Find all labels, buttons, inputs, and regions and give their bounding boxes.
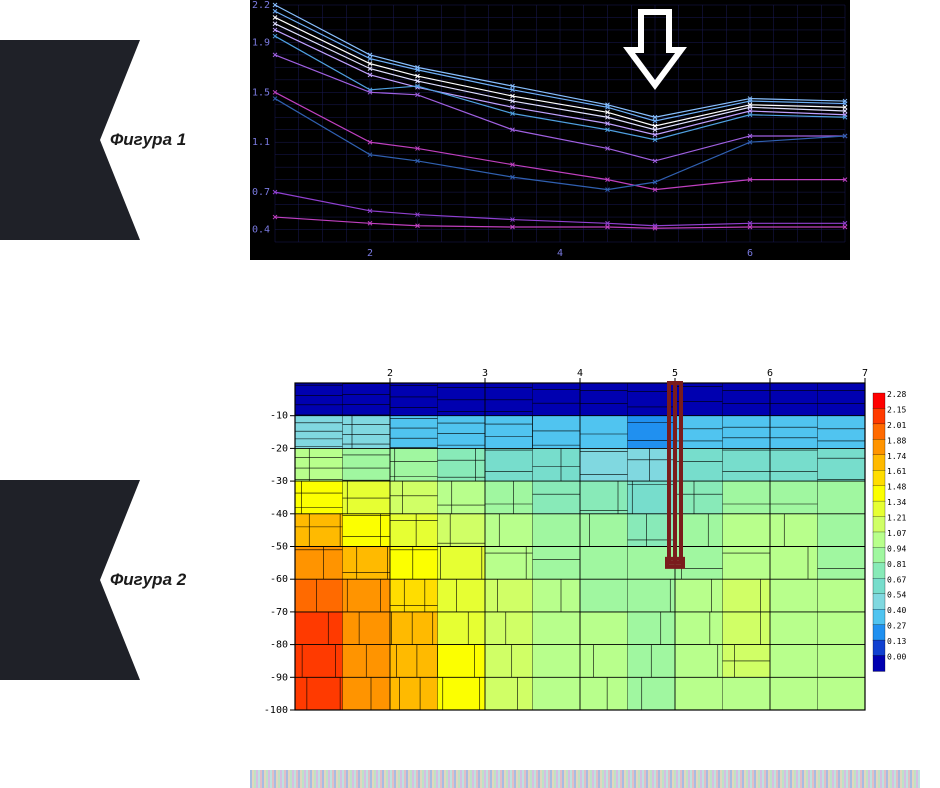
svg-text:1.88: 1.88 [887,436,906,445]
svg-text:1.48: 1.48 [887,483,906,492]
svg-text:-80: -80 [270,640,288,651]
svg-text:0.67: 0.67 [887,575,906,584]
svg-text:1.74: 1.74 [887,452,906,461]
svg-text:-100: -100 [264,705,288,715]
svg-text:0.54: 0.54 [887,591,906,600]
svg-text:-30: -30 [270,476,288,487]
svg-text:-10: -10 [270,411,288,422]
svg-text:-70: -70 [270,607,288,618]
svg-text:0.81: 0.81 [887,560,906,569]
svg-text:0.94: 0.94 [887,544,906,553]
svg-text:1.61: 1.61 [887,467,906,476]
contour-heatmap: 2 3 4 5 6 7 -10 -20 -30 -40 -50 -60 -70 -80 -90 -100 2.2… [250,365,920,715]
svg-text:-60: -60 [270,574,288,585]
figure-1-label: Фигура 1 [110,130,186,150]
svg-text:1.1: 1.1 [252,137,270,148]
svg-text:0.40: 0.40 [887,606,906,615]
svg-text:1.07: 1.07 [887,529,906,538]
figure-2-label: Фигура 2 [110,570,186,590]
svg-text:2.2: 2.2 [252,0,270,11]
chevron-marker-2 [0,480,100,680]
svg-text:0.7: 0.7 [252,187,270,198]
svg-text:5: 5 [672,368,678,379]
svg-text:0.13: 0.13 [887,637,906,646]
svg-text:-90: -90 [270,672,288,683]
svg-text:1.21: 1.21 [887,514,906,523]
svg-text:4: 4 [577,368,583,379]
contour-heatmap-svg: 2 3 4 5 6 7 -10 -20 -30 -40 -50 -60 -70 -80 -90 -100 2.2… [250,365,920,715]
chevron-marker-1 [0,40,100,240]
svg-text:-20: -20 [270,443,288,454]
svg-text:2.28: 2.28 [887,390,906,399]
svg-text:-40: -40 [270,509,288,520]
svg-text:4: 4 [557,248,563,259]
svg-text:2: 2 [367,248,373,259]
svg-text:2.15: 2.15 [887,405,906,414]
svg-text:1.5: 1.5 [252,87,270,98]
svg-text:2.01: 2.01 [887,421,906,430]
svg-text:3: 3 [482,368,488,379]
svg-text:0.4: 0.4 [252,225,270,236]
noise-strip [250,770,920,788]
svg-text:2: 2 [387,368,393,379]
line-chart: 0.4 0.7 1.1 1.5 1.9 2.2 2 4 6 [250,0,850,260]
svg-text:1.9: 1.9 [252,37,270,48]
line-chart-svg: 0.4 0.7 1.1 1.5 1.9 2.2 2 4 6 [250,0,850,260]
svg-text:-50: -50 [270,542,288,553]
svg-text:6: 6 [767,368,773,379]
svg-text:7: 7 [862,368,868,379]
svg-text:0.27: 0.27 [887,622,906,631]
svg-text:1.34: 1.34 [887,498,906,507]
svg-text:0.00: 0.00 [887,653,906,662]
svg-text:6: 6 [747,248,753,259]
